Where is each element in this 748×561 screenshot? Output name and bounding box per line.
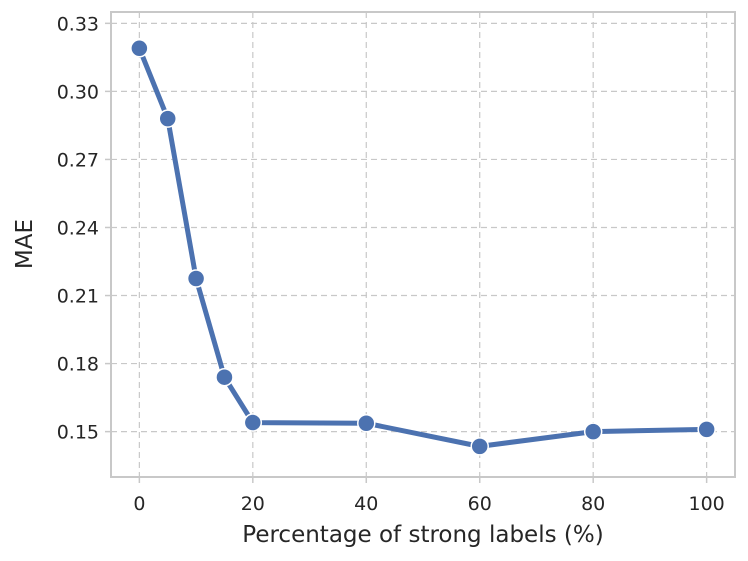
x-tick-label: 20	[241, 493, 265, 515]
series-line	[136, 45, 710, 449]
x-tick-label: 100	[689, 493, 725, 515]
y-tick-label: 0.24	[57, 217, 99, 239]
y-tick-label: 0.30	[57, 81, 99, 103]
y-tick-label: 0.21	[57, 286, 99, 308]
y-tick-label: 0.15	[57, 422, 99, 444]
y-tick-label: 0.27	[57, 149, 99, 171]
data-point	[697, 420, 716, 439]
y-axis-label: MAE	[12, 219, 38, 269]
y-tick-label: 0.18	[57, 354, 99, 376]
data-point	[158, 109, 177, 128]
data-point	[470, 437, 489, 456]
y-tick-label: 0.33	[57, 13, 99, 35]
x-axis-label: Percentage of strong labels (%)	[242, 522, 603, 548]
data-point	[186, 269, 206, 288]
x-tick-label: 80	[581, 493, 605, 515]
series-layer	[130, 39, 716, 456]
x-tick-label: 0	[133, 493, 145, 515]
data-point	[583, 422, 603, 441]
data-point	[215, 367, 234, 387]
x-tick-label: 60	[468, 493, 492, 515]
grid-lines	[111, 12, 735, 477]
data-point	[243, 413, 263, 432]
axis-ticks: 0 20 40 60 80 100 0.15 0.18 0.21 0.24 0.27 0.30 0.33	[57, 13, 725, 515]
x-tick-label: 40	[354, 493, 378, 515]
plot-frame	[110, 11, 736, 478]
data-point	[357, 413, 376, 433]
data-point	[130, 39, 149, 58]
